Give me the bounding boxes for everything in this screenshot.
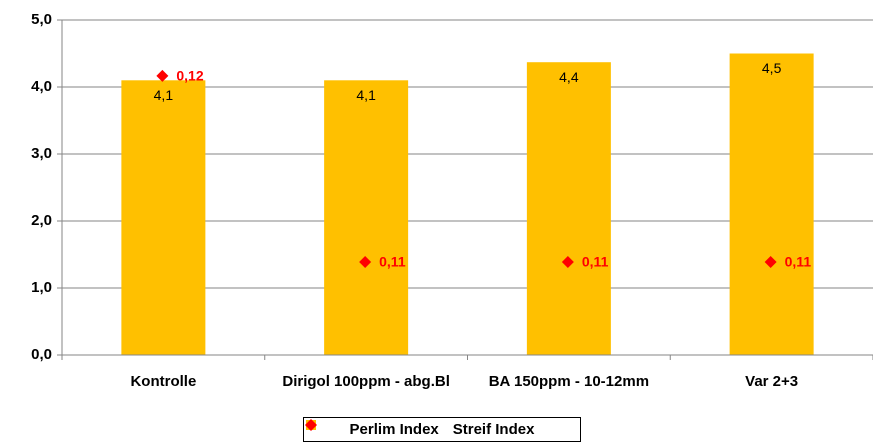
marker xyxy=(561,255,574,268)
marker xyxy=(764,255,777,268)
data-label: 4,1 xyxy=(356,87,376,103)
y-tick-label: 1,0 xyxy=(31,279,52,296)
y-tick-label: 4,0 xyxy=(31,78,52,95)
bar xyxy=(526,62,611,356)
data-label: 0,11 xyxy=(379,254,406,270)
marker xyxy=(359,255,372,268)
legend-swatch xyxy=(305,419,317,431)
data-label: 4,4 xyxy=(559,69,579,85)
legend-item: Perlim Index xyxy=(306,420,439,438)
legend-item: Streif Index xyxy=(305,419,535,438)
y-tick-label: 2,0 xyxy=(31,212,52,229)
bar xyxy=(729,53,814,355)
legend-label: Streif Index xyxy=(452,421,535,438)
x-tick-label: BA 150ppm - 10-12mm xyxy=(488,373,650,390)
bar xyxy=(121,80,206,356)
data-label: 4,5 xyxy=(762,60,782,76)
x-tick-label: Kontrolle xyxy=(130,373,197,390)
marker xyxy=(156,69,169,82)
y-tick-label: 0,0 xyxy=(31,346,52,363)
legend-marker xyxy=(305,419,317,431)
data-label: 0,11 xyxy=(785,254,812,270)
data-label: 4,1 xyxy=(154,87,174,103)
y-tick-label: 3,0 xyxy=(31,145,52,162)
legend: Perlim Index Streif Index xyxy=(303,417,581,442)
x-tick-label: Dirigol 100ppm - abg.Bl xyxy=(282,373,450,390)
y-tick-label: 5,0 xyxy=(31,11,52,28)
x-tick-label: Var 2+3 xyxy=(745,373,799,390)
bar xyxy=(324,80,409,356)
data-label: 0,12 xyxy=(176,68,203,84)
data-label: 0,11 xyxy=(582,254,609,270)
legend-label: Perlim Index xyxy=(349,421,439,438)
